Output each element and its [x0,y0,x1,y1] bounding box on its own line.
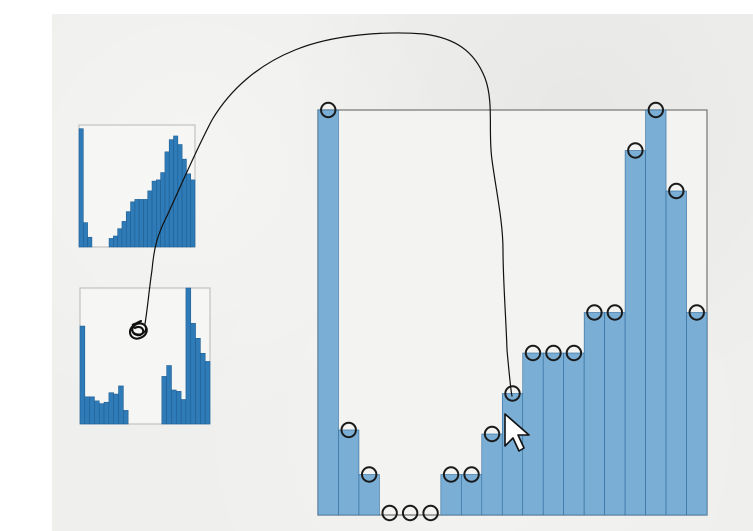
bar-drag-handle-13[interactable] [565,344,583,362]
main-histogram-bars [317,109,708,516]
bar-drag-handle-16[interactable] [627,142,644,159]
thumbnail-top-bar-21 [164,151,170,248]
thumbnail-top-bar-22 [168,139,174,248]
bar-drag-handle-9[interactable] [483,425,501,443]
main-bar-1 [317,109,339,516]
bar-drag-handle-6[interactable] [422,504,439,522]
main-bar-13 [563,352,585,516]
main-histogram-editor[interactable] [317,101,708,522]
scribble-knot-icon [128,319,148,340]
bar-drag-handle-2[interactable] [340,421,357,439]
thumbnail-top-bar-25 [181,158,187,248]
main-bar-16 [624,150,646,516]
bar-drag-handle-10[interactable] [504,385,521,402]
main-bar-12 [542,352,564,516]
thumbnail-bottom-bar-3 [89,396,95,425]
thumbnail-top-bar-23 [173,135,179,248]
thumbnail-bottom-bars [79,287,211,425]
thumbnail-top-bar-15 [138,199,144,248]
thumbnail-histogram-top[interactable] [78,124,196,248]
thumbnail-top-bar-24 [177,144,183,248]
thumbnail-bottom-bar-19 [166,365,172,425]
main-bar-19 [686,312,708,516]
bar-drag-handle-1[interactable] [320,101,337,119]
thumbnail-top-bar-14 [134,199,140,248]
thumbnail-bottom-bar-10 [123,410,129,425]
bar-drag-handle-15[interactable] [606,304,624,321]
thumbnail-top-bar-12 [125,211,131,248]
thumbnail-top-bar-16 [143,199,149,248]
thumbnail-top-bar-13 [130,201,136,248]
thumbnail-bottom-bar-18 [161,376,167,425]
bar-drag-handle-11[interactable] [524,344,542,362]
main-bar-9 [481,433,503,516]
thumbnail-top-bar-17 [147,190,153,248]
thumbnail-bottom-bar-9 [118,385,124,425]
bar-drag-handle-5[interactable] [401,504,419,522]
thumbnail-top-bar-9 [113,235,118,248]
drag-stroke-path [144,32,513,397]
bar-drag-handle-3[interactable] [360,466,378,483]
thumbnail-bottom-bar-20 [171,389,177,425]
thumbnail-bottom-bar-7 [108,392,114,425]
thumbnail-top-bar-20 [160,172,166,248]
thumbnail-bottom-bar-22 [180,399,187,425]
main-bar-18 [665,190,687,516]
bar-drag-handle-7[interactable] [442,466,460,483]
main-bar-17 [645,109,667,516]
thumbnail-top-bar-3 [87,236,93,248]
bar-drag-handle-17[interactable] [647,101,665,119]
thumbnail-bottom-bar-5 [98,403,105,425]
thumbnail-top-bar-11 [121,221,127,248]
thumbnail-bottom-bar-1 [79,325,86,425]
thumbnail-top-bar-18 [151,180,157,248]
bar-drag-handle-14[interactable] [586,304,603,321]
thumbnail-bottom-bar-26 [200,352,206,425]
bar-drag-handle-19[interactable] [688,304,705,321]
thumbnail-top-bar-2 [83,222,88,248]
thumbnail-top-bar-1 [78,128,84,248]
main-bar-14 [583,312,605,516]
bar-drag-handle-4[interactable] [381,504,398,522]
thumbnail-top-bar-10 [117,228,123,248]
thumbnail-bottom-bar-23 [185,287,192,425]
thumbnail-bottom-bar-2 [84,396,90,425]
thumbnail-top-bar-8 [108,238,114,248]
thumbnail-bottom-bar-21 [176,391,182,425]
main-bar-8 [461,474,483,516]
thumbnail-bottom-bar-4 [94,400,100,425]
thumbnail-top-bar-26 [186,173,192,248]
thumbnail-bottom-bar-24 [190,323,196,425]
main-histogram-handles [320,101,705,522]
main-bar-7 [440,474,462,516]
bar-drag-handle-18[interactable] [668,182,685,200]
bar-drag-handle-12[interactable] [545,344,562,362]
thumbnail-bottom-bar-8 [113,393,119,425]
main-bar-15 [604,312,626,516]
main-bar-3 [358,474,380,516]
thumbnail-bottom-bar-25 [195,338,201,425]
thumbnail-bottom-bar-27 [204,361,211,425]
thumbnail-top-bar-27 [190,179,196,248]
thumbnail-bottom-bar-6 [103,401,110,425]
thumbnail-histogram-bottom[interactable] [79,287,211,425]
thumbnail-top-bars [78,128,196,248]
main-bar-2 [338,429,360,516]
main-bar-10 [501,393,524,516]
arrow-pointer-icon [504,413,530,452]
bar-drag-handle-8[interactable] [463,466,480,483]
